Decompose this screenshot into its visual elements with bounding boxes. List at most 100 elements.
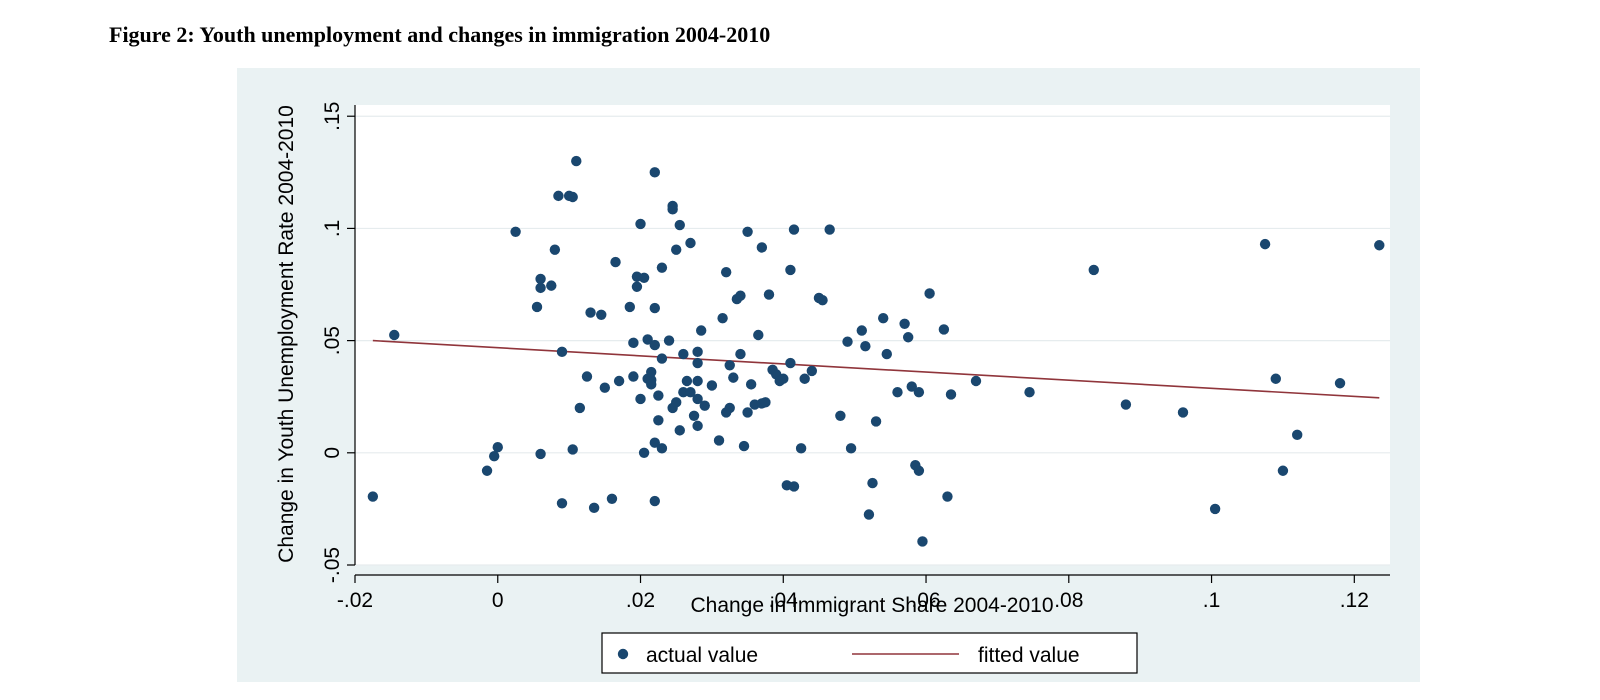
data-point	[635, 393, 646, 405]
data-point	[713, 435, 725, 446]
data-point	[567, 191, 578, 203]
data-point	[945, 389, 957, 400]
data-point	[642, 334, 653, 345]
x-tick-label: .06	[911, 589, 940, 612]
data-point	[628, 337, 639, 349]
data-point	[1120, 399, 1132, 410]
data-point	[649, 339, 660, 351]
data-point	[942, 491, 953, 502]
data-point	[688, 410, 700, 421]
data-point	[653, 390, 664, 401]
data-point	[692, 357, 703, 369]
x-tick-label: .08	[1054, 589, 1083, 612]
data-point	[924, 288, 935, 299]
fitted-line	[372, 339, 1380, 399]
y-tick-label: .1	[321, 220, 344, 238]
data-point	[881, 348, 892, 360]
data-point	[835, 410, 846, 421]
data-point	[738, 440, 750, 452]
data-point	[663, 335, 675, 346]
data-point	[860, 341, 871, 352]
legend-marker-dot	[617, 648, 629, 660]
data-point	[867, 477, 878, 489]
data-point	[1024, 387, 1035, 398]
data-point	[628, 371, 639, 382]
data-point	[692, 393, 703, 405]
data-point	[795, 443, 807, 454]
data-point	[1374, 240, 1385, 251]
data-point	[902, 332, 914, 343]
data-point	[824, 224, 835, 235]
legend-marker-actual	[617, 648, 629, 660]
scatter-chart: -.02 0 .02 .04 .06 .08 .1 .12 -.05 0 .05 .1 .15 Chan…	[275, 102, 1390, 674]
data-point	[742, 407, 753, 418]
x-axis-title: Change in Immigrant Share 2004-2010	[690, 594, 1053, 617]
data-point	[753, 329, 764, 341]
data-point	[488, 450, 500, 462]
data-point	[389, 329, 400, 341]
data-point	[845, 443, 857, 454]
x-tick-label: .1	[1203, 589, 1221, 612]
data-point	[671, 244, 682, 255]
data-point	[653, 415, 664, 426]
data-point	[788, 481, 800, 492]
y-tick-label: .05	[321, 326, 344, 355]
data-point	[674, 425, 685, 436]
data-point	[671, 397, 682, 408]
data-point	[606, 493, 618, 505]
data-point	[724, 402, 735, 414]
y-tick-label: 0	[321, 447, 344, 459]
data-point	[599, 382, 611, 393]
data-point	[567, 444, 578, 455]
data-point	[799, 373, 810, 384]
data-point	[892, 387, 903, 398]
data-point	[535, 282, 546, 294]
x-tick-label: .04	[769, 589, 799, 612]
data-point	[1259, 238, 1271, 250]
data-point	[581, 371, 593, 382]
data-point	[788, 224, 800, 235]
grid-lines	[355, 115, 1390, 566]
data-point	[878, 312, 889, 324]
data-points	[367, 155, 1385, 547]
data-point	[842, 336, 853, 347]
data-point	[806, 365, 818, 377]
data-point	[856, 325, 867, 336]
data-point	[692, 420, 703, 432]
data-point	[649, 302, 660, 314]
data-point	[481, 465, 493, 476]
legend-label-fitted: fitted value	[978, 644, 1080, 667]
data-point	[1270, 373, 1281, 384]
data-point	[624, 301, 636, 313]
data-point	[1292, 429, 1303, 441]
data-point	[535, 448, 546, 460]
data-point	[1177, 407, 1189, 418]
data-point	[692, 375, 703, 387]
data-point	[596, 309, 607, 321]
data-point	[649, 495, 660, 507]
data-point	[556, 346, 568, 358]
data-point	[638, 272, 650, 283]
data-point	[817, 295, 828, 306]
data-point	[728, 372, 739, 383]
data-point	[1277, 465, 1289, 476]
data-point	[735, 290, 746, 301]
data-point	[681, 375, 693, 387]
data-point	[692, 346, 703, 358]
data-point	[646, 366, 657, 378]
data-point	[778, 373, 789, 384]
data-point	[685, 237, 696, 249]
data-point	[678, 387, 689, 398]
data-point	[785, 264, 796, 276]
x-tick-label: 0	[492, 589, 504, 612]
fitted-line-layer	[372, 339, 1380, 399]
data-point	[917, 536, 928, 547]
data-point	[556, 498, 568, 509]
data-point	[938, 324, 950, 335]
chart-panel: -.02 0 .02 .04 .06 .08 .1 .12 -.05 0 .05 .1 .15 Chan…	[237, 68, 1420, 682]
data-point	[674, 219, 685, 231]
y-tick-label: .15	[321, 102, 344, 131]
data-point	[549, 244, 561, 255]
data-point	[763, 289, 775, 300]
data-point	[906, 381, 917, 392]
